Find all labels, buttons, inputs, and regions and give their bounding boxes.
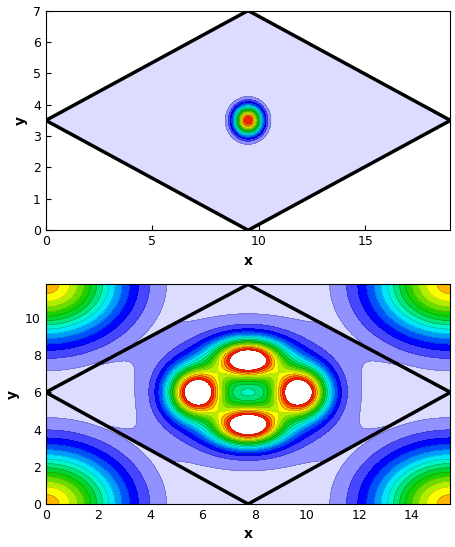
X-axis label: x: x [243, 254, 252, 267]
X-axis label: x: x [243, 527, 252, 542]
Y-axis label: y: y [5, 389, 20, 399]
Y-axis label: y: y [13, 116, 27, 125]
